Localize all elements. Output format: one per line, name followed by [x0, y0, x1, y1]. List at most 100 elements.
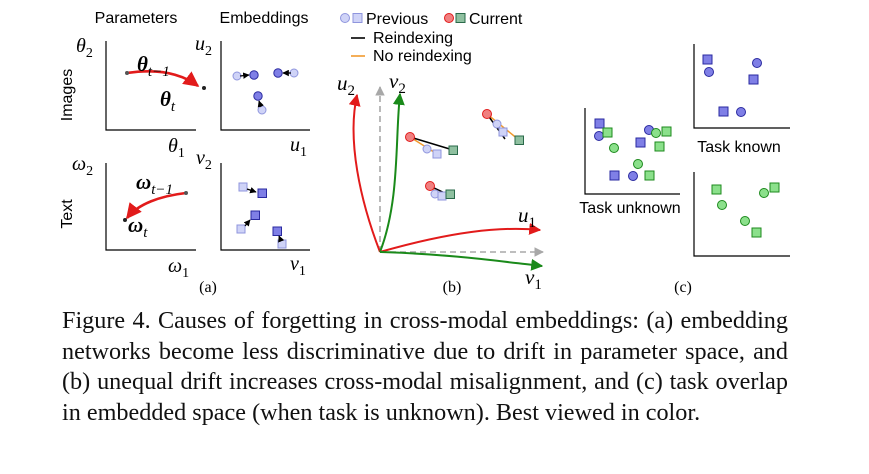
current-point: [273, 68, 283, 78]
task1-circle: [752, 58, 762, 68]
axes: [105, 41, 196, 131]
panel-c-label: (c): [674, 279, 692, 296]
theta-current-label: θt: [160, 87, 176, 115]
legend-current-square: [455, 13, 466, 23]
panel-a: Parameters Embeddings Images Text θ2 θ1 …: [59, 10, 310, 296]
u2-drifted-axis: [348, 93, 381, 253]
u1-axis-label: u1: [290, 134, 307, 160]
task-unknown-plot: Task unknown: [579, 108, 681, 217]
current-parameter-point: [202, 86, 206, 90]
task2-square: [644, 170, 655, 181]
omega-previous-label: ωt−1: [136, 170, 173, 198]
current-point: [253, 91, 263, 101]
task1-square: [594, 118, 605, 129]
previous-point: [238, 182, 248, 192]
legend-previous-circle: [340, 13, 350, 23]
task2-square: [654, 141, 665, 152]
previous-point: [277, 239, 287, 249]
v2-axis-label: v2: [196, 147, 212, 173]
omega1-axis-label: ω1: [168, 255, 189, 281]
v1-drifted-axis: [379, 251, 544, 271]
current-circle: [405, 132, 415, 142]
task1-square: [718, 106, 729, 117]
task1-circle: [704, 67, 714, 77]
row-images-label: Images: [59, 69, 76, 121]
task1-circle: [736, 107, 746, 117]
current-point: [272, 226, 282, 236]
axes: [220, 163, 310, 251]
drift-arrow: [239, 72, 250, 79]
row-text-label: Text: [59, 199, 76, 229]
v1-label: v1: [525, 265, 542, 293]
legend-current-label: Current: [469, 11, 523, 28]
task2-square: [711, 184, 722, 195]
legend-no-reindexing-label: No reindexing: [373, 48, 472, 65]
embedding-pair: [425, 181, 455, 201]
previous-point: [236, 224, 246, 234]
current-circle: [482, 109, 492, 119]
task2-circle: [633, 159, 643, 169]
previous-square: [437, 191, 447, 201]
task2-circle: [717, 200, 727, 210]
axes: [584, 108, 680, 195]
theta2-axis-label: θ2: [76, 35, 93, 61]
previous-square: [432, 149, 442, 159]
task-known-label: Task known: [697, 139, 781, 156]
previous-circle: [492, 119, 502, 129]
current-point: [250, 210, 260, 220]
embedding-pair: [482, 109, 524, 145]
task2-square: [751, 227, 762, 238]
omega-current-label: ωt: [128, 213, 148, 241]
task-known-plot-task1: Task known: [693, 44, 790, 156]
previous-circle: [422, 144, 432, 154]
task2-square: [661, 126, 672, 137]
parameter-drift-arrow: [125, 191, 187, 220]
legend-previous-label: Previous: [366, 11, 428, 28]
col-embeddings-label: Embeddings: [220, 10, 309, 27]
task2-circle: [609, 143, 619, 153]
legend-reindexing-label: Reindexing: [373, 30, 453, 47]
previous-parameter-point: [184, 191, 188, 195]
v1-axis-label: v1: [290, 253, 306, 279]
reindexing-line: [409, 136, 454, 151]
current-parameter-point: [123, 218, 127, 222]
previous-point: [232, 71, 242, 81]
task2-circle: [651, 128, 661, 138]
previous-square: [498, 127, 508, 137]
task-known-plot-task2: [693, 172, 790, 257]
col-parameters-label: Parameters: [95, 10, 178, 27]
axes: [220, 41, 310, 131]
current-square: [445, 189, 455, 199]
axes: [105, 163, 196, 251]
axes: [693, 44, 790, 129]
task2-square: [769, 182, 780, 193]
task1-square: [702, 54, 713, 65]
legend-current-circle: [444, 13, 454, 23]
task1-circle: [594, 131, 604, 141]
panel-c: Task unknown Task known (c): [579, 44, 790, 296]
parameter-drift-arrow: [126, 69, 200, 88]
task-unknown-label: Task unknown: [579, 200, 680, 217]
u2-axis-label: u2: [195, 33, 212, 59]
theta1-axis-label: θ1: [168, 135, 185, 161]
legend-previous-square: [352, 13, 363, 23]
current-point: [257, 188, 267, 198]
u1-label: u1: [518, 203, 536, 231]
omega2-axis-label: ω2: [72, 153, 93, 179]
v2-drifted-axis: [379, 92, 405, 253]
legend: Previous Current Reindexing No reindexin…: [340, 11, 523, 65]
figure-4: Parameters Embeddings Images Text θ2 θ1 …: [59, 10, 790, 296]
task1-square: [748, 74, 759, 85]
figure-caption: Figure 4. Causes of forgetting in cross-…: [62, 307, 788, 426]
current-square: [514, 135, 524, 145]
text-embedding-plot: v2 v1: [196, 147, 310, 279]
previous-parameter-point: [125, 71, 129, 75]
task1-circle: [628, 171, 638, 181]
current-point: [249, 70, 259, 80]
current-square: [448, 145, 458, 155]
embedding-pair: [405, 132, 458, 159]
drift-arrow: [278, 235, 285, 243]
image-parameter-plot: θ2 θ1 θt−1 θt: [76, 35, 206, 161]
u2-label: u2: [337, 71, 355, 99]
task2-circle: [759, 188, 769, 198]
